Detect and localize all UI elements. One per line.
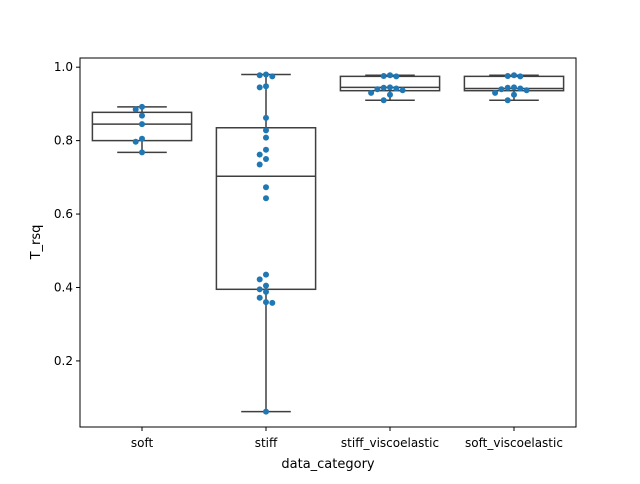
- data-point: [504, 97, 511, 104]
- data-point: [393, 73, 400, 80]
- y-tick-label: 0.4: [54, 280, 73, 294]
- data-point: [498, 86, 505, 93]
- data-point: [504, 84, 511, 91]
- data-point: [387, 72, 393, 79]
- data-point: [492, 89, 499, 96]
- data-point: [139, 103, 145, 110]
- data-point: [139, 121, 145, 128]
- x-axis-label: data_category: [281, 457, 375, 472]
- y-tick-label: 1.0: [54, 60, 73, 74]
- data-point: [380, 97, 387, 104]
- data-point: [380, 84, 387, 91]
- y-tick-label: 0.6: [54, 207, 73, 221]
- data-point: [380, 72, 387, 79]
- data-point: [139, 149, 145, 156]
- axis-layer: 0.2 0.4 0.6 0.8 1.0 soft stiff stiff_viscoelast…: [54, 60, 563, 450]
- data-point: [132, 138, 139, 145]
- points-stiff_viscoelastic: [368, 72, 406, 104]
- data-point: [511, 72, 517, 79]
- x-tick-label: stiff: [255, 436, 278, 450]
- plot-layer: [91, 71, 565, 415]
- data-point: [517, 85, 524, 92]
- data-point: [139, 135, 145, 142]
- data-point: [269, 73, 276, 80]
- points-soft: [132, 103, 145, 156]
- data-point: [387, 84, 393, 91]
- data-point: [399, 87, 406, 94]
- x-tick-label: stiff_viscoelastic: [341, 436, 439, 450]
- data-point: [263, 146, 269, 153]
- data-point: [263, 195, 269, 202]
- data-point: [256, 151, 263, 158]
- data-point: [263, 134, 269, 141]
- data-point: [263, 127, 269, 134]
- y-tick-label: 0.2: [54, 354, 73, 368]
- data-point: [256, 84, 263, 91]
- data-point: [511, 84, 517, 91]
- axes-frame: [79, 57, 577, 428]
- data-point: [263, 408, 269, 415]
- data-point: [263, 282, 269, 289]
- data-point: [517, 73, 524, 80]
- data-point: [263, 288, 269, 295]
- data-point: [504, 72, 511, 79]
- data-point: [256, 294, 263, 301]
- data-point: [256, 286, 263, 293]
- data-point: [256, 72, 263, 79]
- data-point: [256, 276, 263, 283]
- points-stiff: [256, 71, 276, 415]
- data-point: [263, 271, 269, 278]
- x-tick-label: soft_viscoelastic: [465, 436, 563, 450]
- data-point: [374, 86, 381, 93]
- data-point: [132, 106, 139, 113]
- data-point: [511, 91, 517, 98]
- x-tick-label: soft: [131, 436, 154, 450]
- data-point: [139, 112, 145, 119]
- data-point: [263, 114, 269, 121]
- y-axis-label: T_rsq: [29, 225, 44, 261]
- data-point: [263, 299, 269, 306]
- data-point: [263, 71, 269, 78]
- data-point: [256, 161, 263, 168]
- data-point: [393, 85, 400, 92]
- y-tick-label: 0.8: [54, 134, 73, 148]
- points-soft_viscoelastic: [492, 72, 530, 104]
- data-point: [263, 184, 269, 191]
- data-point: [263, 155, 269, 162]
- data-point: [263, 83, 269, 90]
- data-point: [387, 91, 393, 98]
- data-point: [269, 299, 276, 306]
- data-point: [523, 87, 530, 94]
- data-point: [368, 89, 375, 96]
